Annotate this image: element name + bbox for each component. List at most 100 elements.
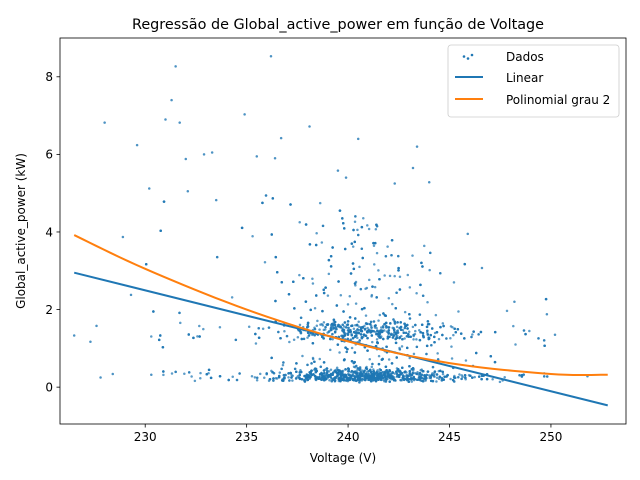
scatter-point <box>503 375 506 379</box>
scatter-point <box>440 376 444 380</box>
scatter-point <box>234 338 238 342</box>
scatter-point <box>528 329 531 333</box>
scatter-point <box>306 378 310 382</box>
scatter-point <box>347 370 351 373</box>
scatter-point <box>313 360 316 364</box>
scatter-point <box>485 377 489 381</box>
scatter-point <box>383 274 386 277</box>
scatter-point <box>416 378 419 381</box>
scatter-point <box>344 326 348 329</box>
scatter-point <box>341 323 344 327</box>
scatter-point <box>412 333 415 337</box>
scatter-point <box>314 378 318 381</box>
scatter-point <box>279 136 283 140</box>
scatter-point <box>480 266 484 270</box>
scatter-point <box>289 203 292 206</box>
scatter-point <box>449 337 452 340</box>
scatter-point <box>335 304 339 307</box>
scatter-point <box>379 372 383 375</box>
scatter-point <box>235 378 239 382</box>
scatter-point <box>289 371 292 375</box>
scatter-point <box>320 241 324 244</box>
scatter-point <box>389 374 393 378</box>
scatter-point <box>292 338 296 341</box>
scatter-point <box>328 379 331 382</box>
y-tick-label: 0 <box>45 380 53 394</box>
scatter-point <box>366 336 369 340</box>
scatter-point <box>170 98 173 102</box>
scatter-point <box>439 271 442 275</box>
scatter-point <box>334 325 337 329</box>
scatter-point <box>329 348 332 352</box>
scatter-point <box>270 356 273 360</box>
scatter-point <box>454 331 458 334</box>
scatter-point <box>421 380 425 383</box>
scatter-point <box>372 372 375 376</box>
scatter-point <box>406 378 409 382</box>
scatter-point <box>357 374 360 378</box>
scatter-point <box>408 370 412 373</box>
scatter-point <box>358 368 361 372</box>
scatter-point <box>458 373 461 376</box>
scatter-point <box>420 376 423 379</box>
y-tick-label: 8 <box>45 70 53 84</box>
scatter-point <box>322 291 326 295</box>
scatter-point <box>408 312 411 316</box>
scatter-point <box>379 374 382 378</box>
scatter-point <box>404 324 407 328</box>
x-tick-label: 235 <box>235 430 258 444</box>
scatter-point <box>407 332 410 336</box>
scatter-point <box>385 378 388 381</box>
scatter-point <box>330 322 334 326</box>
scatter-point <box>343 247 347 251</box>
scatter-point <box>545 312 549 316</box>
scatter-point <box>384 380 388 383</box>
scatter-point <box>390 362 394 365</box>
scatter-point <box>396 367 400 371</box>
scatter-point <box>441 333 444 337</box>
scatter-point <box>393 378 397 382</box>
scatter-point <box>356 328 359 331</box>
scatter-point <box>350 242 354 245</box>
scatter-point <box>371 362 374 366</box>
scatter-point <box>333 330 337 334</box>
scatter-point <box>370 293 374 297</box>
scatter-point <box>254 332 257 336</box>
scatter-point <box>325 377 328 381</box>
scatter-point <box>386 337 389 340</box>
scatter-point <box>313 333 316 337</box>
scatter-point <box>298 323 302 327</box>
scatter-point <box>355 364 358 368</box>
scatter-point <box>257 326 260 330</box>
scatter-point <box>441 372 445 376</box>
scatter-point <box>435 376 439 380</box>
scatter-point <box>363 378 367 382</box>
scatter-point <box>227 378 230 382</box>
scatter-point <box>316 319 319 323</box>
scatter-point <box>345 350 348 354</box>
scatter-point <box>404 331 408 335</box>
scatter-point <box>306 331 310 335</box>
scatter-point <box>437 337 441 341</box>
scatter-point <box>426 320 430 323</box>
scatter-point <box>282 361 285 364</box>
scatter-point <box>342 374 345 377</box>
scatter-point <box>331 373 334 376</box>
scatter-point <box>321 224 325 228</box>
scatter-point <box>329 328 333 332</box>
scatter-point <box>292 280 295 283</box>
scatter-point <box>311 356 315 360</box>
scatter-point <box>425 352 428 356</box>
scatter-point <box>326 375 330 378</box>
scatter-point <box>472 330 475 333</box>
scatter-point <box>543 344 546 348</box>
scatter-point <box>285 334 289 338</box>
scatter-point <box>331 337 334 341</box>
scatter-point <box>290 374 293 377</box>
scatter-point <box>329 337 332 341</box>
scatter-point <box>426 333 430 336</box>
scatter-point <box>431 365 435 369</box>
scatter-point <box>346 347 349 351</box>
scatter-point <box>162 373 165 377</box>
scatter-point <box>318 357 322 361</box>
